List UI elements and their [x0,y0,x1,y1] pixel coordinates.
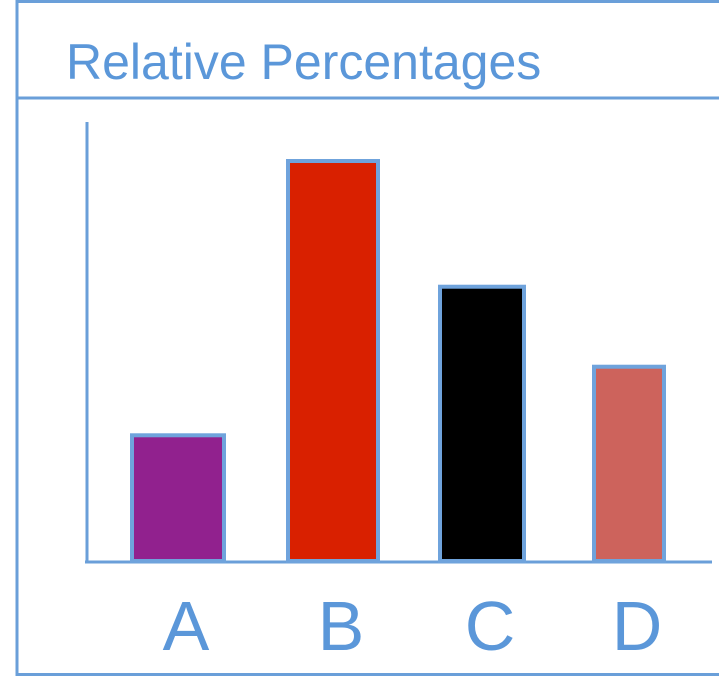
bar-c [438,284,526,563]
tick-labels-group: A B C D [163,587,663,665]
bars-group [130,159,666,564]
x-tick-label-a: A [163,587,210,665]
bar-a [130,433,226,563]
bar-d [592,364,666,564]
x-tick-label-d: D [612,587,663,665]
chart-title: Relative Percentages [66,34,541,90]
bar-b [286,159,380,563]
x-tick-label-b: B [318,587,365,665]
x-tick-label-c: C [465,587,516,665]
